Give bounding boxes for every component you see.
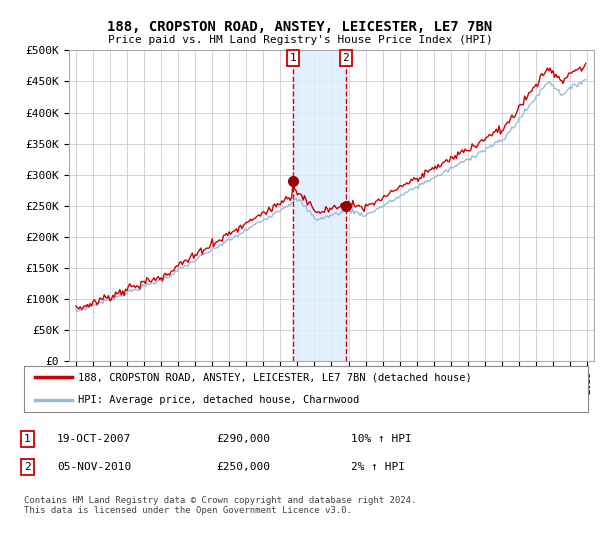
Text: 05-NOV-2010: 05-NOV-2010 [57, 462, 131, 472]
Text: HPI: Average price, detached house, Charnwood: HPI: Average price, detached house, Char… [77, 395, 359, 405]
Text: 10% ↑ HPI: 10% ↑ HPI [351, 434, 412, 444]
Text: 2% ↑ HPI: 2% ↑ HPI [351, 462, 405, 472]
Text: £250,000: £250,000 [216, 462, 270, 472]
Text: 19-OCT-2007: 19-OCT-2007 [57, 434, 131, 444]
Text: 1: 1 [290, 53, 296, 63]
Text: Price paid vs. HM Land Registry's House Price Index (HPI): Price paid vs. HM Land Registry's House … [107, 35, 493, 45]
Text: 2: 2 [343, 53, 349, 63]
Text: Contains HM Land Registry data © Crown copyright and database right 2024.
This d: Contains HM Land Registry data © Crown c… [24, 496, 416, 515]
Text: 188, CROPSTON ROAD, ANSTEY, LEICESTER, LE7 7BN: 188, CROPSTON ROAD, ANSTEY, LEICESTER, L… [107, 20, 493, 34]
Text: 2: 2 [24, 462, 31, 472]
Text: £290,000: £290,000 [216, 434, 270, 444]
Text: 188, CROPSTON ROAD, ANSTEY, LEICESTER, LE7 7BN (detached house): 188, CROPSTON ROAD, ANSTEY, LEICESTER, L… [77, 372, 472, 382]
Text: 1: 1 [24, 434, 31, 444]
Bar [293, 50, 346, 361]
